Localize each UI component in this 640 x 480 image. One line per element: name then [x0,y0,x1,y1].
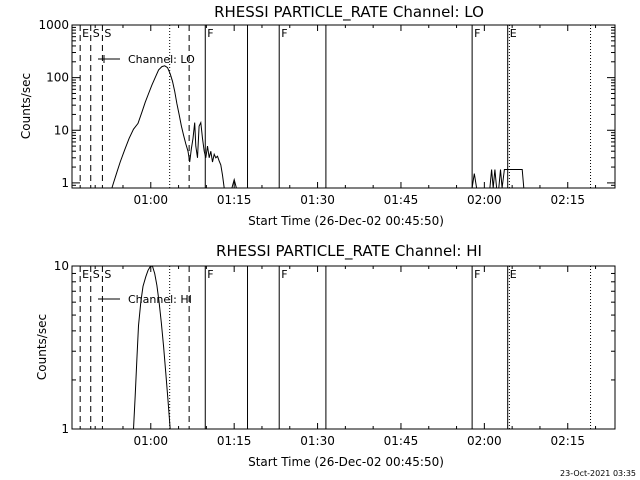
legend-lo: Channel: LO [98,53,195,66]
y-tick-label: 1 [61,176,69,190]
x-tick-label: 01:15 [217,434,252,448]
event-marker-label: E [510,268,517,281]
x-tick-label: 01:15 [217,193,252,207]
series-line-lo-1 [231,169,525,189]
event-marker-label: S [104,268,111,281]
plot-frame-lo [71,24,616,189]
y-tick-label: 1 [61,422,69,436]
chart-title-hi: RHESSI PARTICLE_RATE Channel: HI [216,242,482,261]
legend-label-lo: Channel: LO [128,53,195,66]
event-marker-label: F [207,27,213,40]
event-marker-label: E [82,268,89,281]
x-tick-label: 01:45 [384,434,419,448]
event-marker-label: S [93,27,100,40]
legend-hi: Channel: HI [98,293,192,306]
xlabel-lo: Start Time (26-Dec-02 00:45:50) [248,214,444,228]
xlabel-hi: Start Time (26-Dec-02 00:45:50) [248,455,444,469]
chart-title-lo: RHESSI PARTICLE_RATE Channel: LO [214,3,484,22]
event-marker-label: F [474,268,480,281]
y-tick-label: 1000 [38,18,69,32]
ylabel-lo: Counts/sec [19,73,33,139]
timestamp: 23-Oct-2021 03:35 [560,469,636,478]
event-marker-label: E [82,27,89,40]
event-marker-label: F [281,27,287,40]
x-tick-label: 01:00 [133,193,168,207]
y-tick-label: 10 [54,259,69,273]
series-line-hi-0 [133,265,171,430]
event-marker-label: E [510,27,517,40]
event-marker-label: F [474,27,480,40]
legend-label-hi: Channel: HI [128,293,192,306]
x-tick-label: 01:45 [384,193,419,207]
x-tick-label: 02:15 [550,434,585,448]
x-tick-label: 01:00 [133,434,168,448]
event-marker-label: S [93,268,100,281]
y-tick-label: 100 [46,71,69,85]
x-tick-label: 01:30 [300,193,335,207]
x-tick-label: 01:30 [300,434,335,448]
event-marker-label: F [281,268,287,281]
x-tick-label: 02:15 [550,193,585,207]
x-tick-label: 02:00 [467,434,502,448]
x-tick-label: 02:00 [467,193,502,207]
series-line-lo-0 [111,65,225,189]
y-tick-label: 10 [54,123,69,137]
event-marker-label: S [104,27,111,40]
event-marker-label: F [207,268,213,281]
ylabel-hi: Counts/sec [35,314,49,380]
plot-frame-hi [71,265,616,430]
